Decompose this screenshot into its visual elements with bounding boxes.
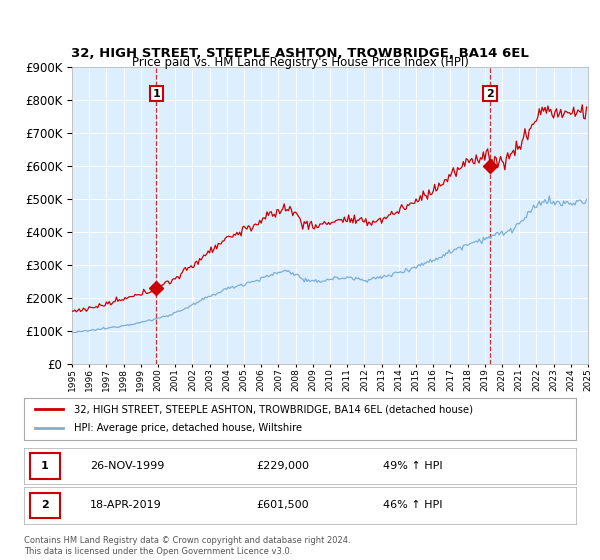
Text: 32, HIGH STREET, STEEPLE ASHTON, TROWBRIDGE, BA14 6EL (detached house): 32, HIGH STREET, STEEPLE ASHTON, TROWBRI…	[74, 404, 473, 414]
Text: 46% ↑ HPI: 46% ↑ HPI	[383, 501, 442, 510]
Text: 49% ↑ HPI: 49% ↑ HPI	[383, 461, 442, 471]
Text: Price paid vs. HM Land Registry's House Price Index (HPI): Price paid vs. HM Land Registry's House …	[131, 56, 469, 69]
Text: 2: 2	[486, 88, 494, 99]
Text: HPI: Average price, detached house, Wiltshire: HPI: Average price, detached house, Wilt…	[74, 423, 302, 433]
FancyBboxPatch shape	[29, 454, 60, 479]
Text: Contains HM Land Registry data © Crown copyright and database right 2024.
This d: Contains HM Land Registry data © Crown c…	[24, 536, 350, 556]
Text: 26-NOV-1999: 26-NOV-1999	[90, 461, 164, 471]
Text: 1: 1	[152, 88, 160, 99]
Text: 32, HIGH STREET, STEEPLE ASHTON, TROWBRIDGE, BA14 6EL: 32, HIGH STREET, STEEPLE ASHTON, TROWBRI…	[71, 46, 529, 60]
Text: £601,500: £601,500	[256, 501, 308, 510]
FancyBboxPatch shape	[29, 493, 60, 518]
Text: 2: 2	[41, 501, 49, 510]
Text: 18-APR-2019: 18-APR-2019	[90, 501, 162, 510]
Text: £229,000: £229,000	[256, 461, 309, 471]
Text: 1: 1	[41, 461, 49, 471]
